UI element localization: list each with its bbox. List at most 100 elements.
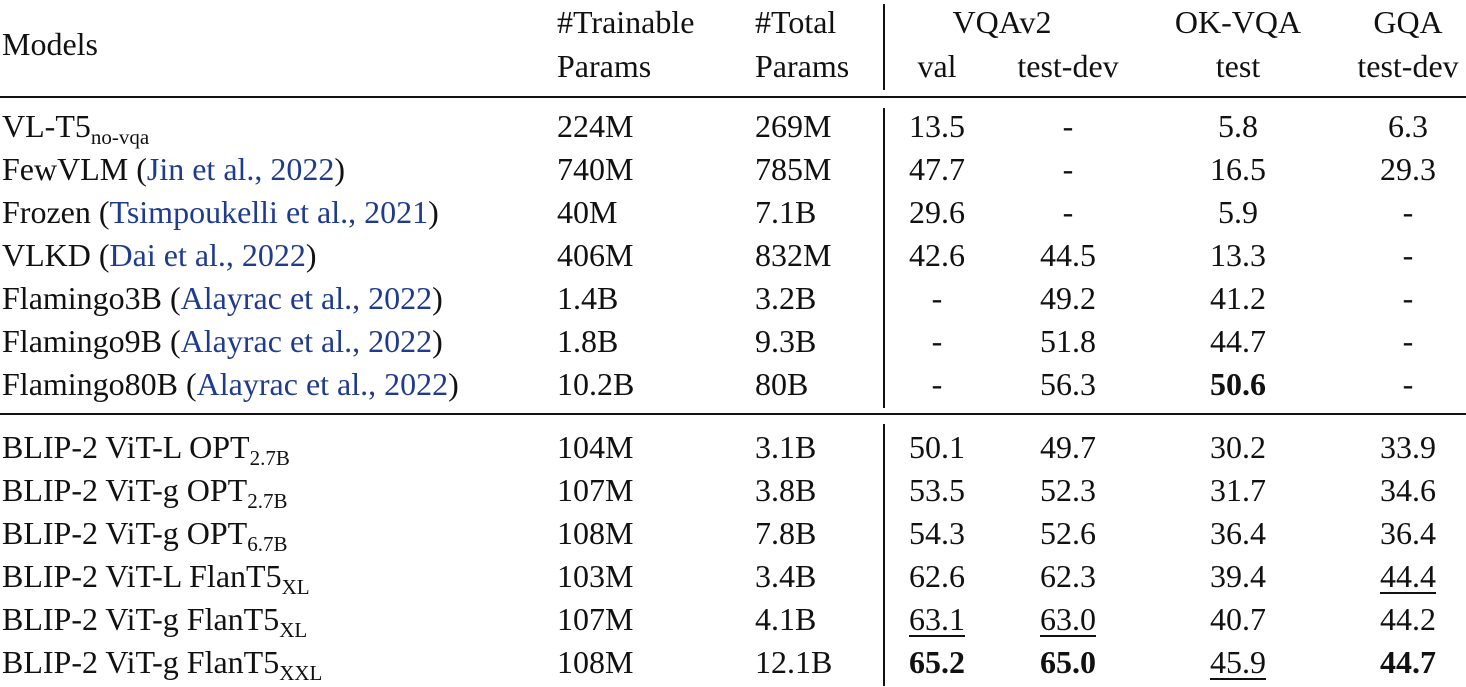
header-gqa: GQA	[1373, 4, 1443, 40]
cell-testdev: 62.3	[1040, 560, 1096, 592]
cell-value: 50.6	[1210, 366, 1266, 402]
cell-value: 42.6	[909, 237, 965, 273]
cell-gqa: 33.9	[1380, 431, 1436, 463]
citation-link[interactable]: Alayrac et al., 2022	[180, 323, 433, 359]
model-name-subscript: XL	[279, 618, 308, 642]
cell-okvqa: 40.7	[1210, 603, 1266, 635]
cell-total: 3.8B	[755, 474, 816, 506]
cell-value: 7.8B	[755, 515, 817, 551]
cell-value: 30.2	[1210, 429, 1266, 465]
header-test: test	[1215, 48, 1261, 84]
cell-total: 3.2B	[755, 282, 816, 314]
citation-link[interactable]: Alayrac et al., 2022	[196, 366, 449, 402]
cell-val: -	[932, 325, 943, 357]
header-total-line1: #Total	[755, 4, 837, 40]
cell-value: 49.7	[1040, 429, 1096, 465]
cell-value: 40.7	[1210, 601, 1266, 637]
cell-val: 63.1	[909, 603, 965, 635]
header-vqav2: VQAv2	[952, 4, 1052, 40]
cell-value: 31.7	[1210, 472, 1266, 508]
model-name: Frozen (Tsimpoukelli et al., 2021)	[2, 194, 439, 230]
cell-gqa: 29.3	[1380, 153, 1436, 185]
cell-okvqa: 41.2	[1210, 282, 1266, 314]
cell-value: 62.3	[1040, 558, 1096, 594]
cell-trainable: 10.2B	[557, 368, 634, 400]
cell-value: 1.8B	[557, 323, 619, 359]
cell-value: -	[1062, 151, 1074, 187]
cell-value: 44.4	[1380, 558, 1436, 594]
cell-value: -	[1402, 194, 1414, 230]
cell-total: 269M	[755, 110, 831, 142]
cell-value: -	[931, 280, 943, 316]
cell-value: 5.9	[1218, 194, 1258, 230]
cell-value: 108M	[557, 644, 634, 680]
cell-val: -	[932, 368, 943, 400]
cell-total: 4.1B	[755, 603, 816, 635]
cell-val: 62.6	[909, 560, 965, 592]
cell-trainable: 1.8B	[557, 325, 618, 357]
cell-value: 9.3B	[755, 323, 817, 359]
cell-okvqa: 5.8	[1218, 110, 1258, 142]
cell-value: 12.1B	[755, 644, 833, 680]
cell-value: -	[931, 323, 943, 359]
cell-testdev: 56.3	[1040, 368, 1096, 400]
model-name: BLIP-2 ViT-L FlanT5XL	[2, 560, 310, 598]
cell-value: -	[1402, 366, 1414, 402]
cell-value: -	[1062, 108, 1074, 144]
model-name-text: BLIP-2 ViT-g FlanT5	[2, 644, 280, 680]
cell-value: -	[1402, 237, 1414, 273]
cell-gqa: 44.7	[1380, 646, 1436, 678]
cell-testdev: 49.2	[1040, 282, 1096, 314]
cell-value: -	[1402, 280, 1414, 316]
cell-value: 103M	[557, 558, 634, 594]
model-name-text: Flamingo3B	[2, 280, 163, 316]
cell-value: 54.3	[909, 515, 965, 551]
model-name-text: Flamingo9B	[2, 323, 163, 359]
cell-value: 63.1	[909, 601, 965, 637]
cell-val: 53.5	[909, 474, 965, 506]
cell-testdev: 44.5	[1040, 239, 1096, 271]
cell-value: 39.4	[1210, 558, 1266, 594]
cell-okvqa: 39.4	[1210, 560, 1266, 592]
model-name-subscript: 2.7B	[247, 489, 288, 513]
model-name-text: BLIP-2 ViT-g OPT	[2, 515, 248, 551]
header-trainable-line1: #Trainable	[557, 4, 695, 40]
citation-link[interactable]: Alayrac et al., 2022	[180, 280, 433, 316]
header-testdev-gqa: test-dev	[1357, 48, 1459, 84]
cell-gqa: -	[1403, 282, 1414, 314]
cell-value: 44.2	[1380, 601, 1436, 637]
cell-value: 3.8B	[755, 472, 817, 508]
cell-value: 65.2	[909, 644, 965, 680]
model-name-text: FewVLM	[2, 151, 129, 187]
group2-divider	[883, 424, 885, 686]
citation-link[interactable]: Tsimpoukelli et al., 2021	[109, 194, 429, 230]
cell-testdev: 49.7	[1040, 431, 1096, 463]
model-name: FewVLM (Jin et al., 2022)	[2, 151, 346, 187]
cell-gqa: 34.6	[1380, 474, 1436, 506]
cell-testdev: 63.0	[1040, 603, 1096, 635]
cell-value: 29.3	[1380, 151, 1436, 187]
cell-value: 406M	[557, 237, 634, 273]
cell-value: 51.8	[1040, 323, 1096, 359]
cell-okvqa: 36.4	[1210, 517, 1266, 549]
cell-total: 7.1B	[755, 196, 816, 228]
citation-link[interactable]: Jin et al., 2022	[146, 151, 335, 187]
cell-value: 50.1	[909, 429, 965, 465]
model-name: Flamingo3B (Alayrac et al., 2022)	[2, 280, 443, 316]
cell-testdev: -	[1063, 196, 1074, 228]
cell-value: 6.3	[1388, 108, 1428, 144]
model-name-subscript: 2.7B	[249, 446, 290, 470]
cell-value: 33.9	[1380, 429, 1436, 465]
cell-trainable: 103M	[557, 560, 633, 592]
header-trainable-line2: Params	[557, 48, 652, 84]
model-name: BLIP-2 ViT-L OPT2.7B	[2, 431, 290, 469]
model-name: VL-T5no-vqa	[2, 108, 149, 148]
cell-value: 36.4	[1210, 515, 1266, 551]
cell-value: 49.2	[1040, 280, 1096, 316]
cell-value: 34.6	[1380, 472, 1436, 508]
cell-total: 12.1B	[755, 646, 832, 678]
model-name-text: VL-T5	[2, 108, 91, 144]
cell-value: 13.5	[909, 108, 965, 144]
citation-link[interactable]: Dai et al., 2022	[109, 237, 306, 273]
cell-trainable: 740M	[557, 153, 633, 185]
